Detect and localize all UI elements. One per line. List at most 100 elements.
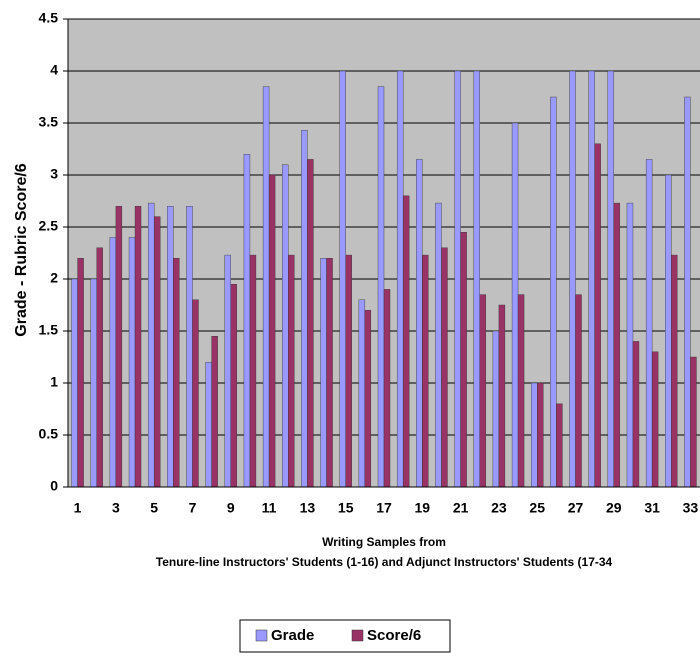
bar [186, 205, 193, 488]
y-tick-label: 3 [50, 166, 58, 182]
bar [460, 231, 467, 488]
bar [364, 310, 372, 488]
bar [556, 403, 563, 488]
legend-label: Grade [271, 627, 314, 644]
bar [109, 237, 117, 488]
x-tick-label: 11 [262, 500, 277, 516]
legend: Grade Score/6 [239, 619, 451, 653]
bar [665, 174, 672, 488]
bar [594, 143, 601, 488]
x-tick-label: 15 [338, 500, 354, 516]
x-tick-label: 23 [491, 500, 507, 516]
y-axis-title: Grade - Rubric Score/6 [13, 163, 30, 336]
bar [167, 205, 174, 488]
bar [282, 164, 289, 488]
x-tick-label: 17 [376, 500, 392, 516]
bar [192, 299, 199, 488]
bar [632, 341, 640, 488]
bar [211, 336, 218, 488]
bar [511, 122, 519, 488]
bar [645, 159, 653, 488]
bar [243, 153, 251, 488]
bar [153, 216, 161, 488]
y-tick-label: 2.5 [39, 218, 59, 234]
bar [671, 254, 678, 488]
bar [416, 159, 423, 488]
y-tick-label: 3.5 [39, 114, 59, 130]
bar [651, 351, 659, 488]
bar [498, 304, 506, 488]
bar [358, 299, 366, 488]
y-tick-label: 0.5 [39, 426, 59, 442]
bar [492, 330, 500, 488]
y-tick-label: 0 [50, 478, 58, 494]
bar [77, 258, 84, 488]
bar [422, 254, 429, 488]
bar [345, 254, 352, 488]
bar [307, 159, 314, 488]
legend-swatch [255, 629, 268, 642]
bar [402, 195, 410, 488]
bar [96, 247, 103, 488]
x-tick-label: 9 [227, 500, 235, 516]
bar [383, 289, 391, 488]
y-tick-label: 4 [50, 62, 58, 78]
bar [288, 254, 295, 488]
legend-box [239, 619, 451, 653]
bar [377, 86, 385, 488]
bar [531, 382, 538, 488]
bar [115, 205, 123, 488]
bar [613, 202, 621, 488]
y-tick-label: 2 [50, 270, 58, 286]
x-tick-label: 1 [74, 500, 82, 516]
bar [575, 294, 582, 488]
bar [71, 278, 78, 488]
bar [262, 86, 270, 488]
x-tick-label: 27 [568, 500, 584, 516]
bar [626, 202, 634, 488]
bar [537, 382, 544, 488]
bar [268, 174, 276, 488]
bar [134, 205, 142, 488]
bar [147, 202, 155, 488]
x-tick-label: 25 [529, 500, 545, 516]
x-axis-title: Tenure-line Instructors' Students (1-16)… [156, 555, 613, 569]
x-tick-label: 33 [683, 500, 699, 516]
bar [550, 96, 557, 488]
x-tick-label: 5 [150, 500, 158, 516]
x-tick-label: 21 [453, 500, 469, 516]
bar [684, 96, 691, 488]
bar [473, 70, 480, 488]
x-tick-label: 29 [606, 500, 622, 516]
bar [588, 70, 595, 488]
bar [173, 258, 180, 488]
x-axis-title: Writing Samples from [322, 535, 446, 549]
x-tick-label: 19 [415, 500, 431, 516]
legend-label: Score/6 [367, 627, 421, 644]
bar [441, 247, 448, 488]
bar [454, 70, 461, 488]
bar [301, 130, 308, 488]
y-tick-label: 4.5 [39, 10, 59, 26]
bar [326, 258, 333, 488]
x-tick-label: 31 [644, 500, 660, 516]
bar [230, 284, 237, 488]
bar [569, 70, 576, 488]
bar [517, 294, 525, 488]
bar [435, 202, 442, 488]
bar [479, 294, 486, 488]
bar [339, 70, 346, 488]
y-tick-label: 1.5 [39, 322, 59, 338]
bar [396, 70, 404, 488]
y-tick-label: 1 [50, 374, 58, 390]
bar [128, 237, 136, 488]
bar [90, 278, 97, 488]
legend-swatch [351, 629, 364, 642]
bar [320, 258, 327, 488]
bar [249, 254, 257, 488]
x-tick-label: 7 [189, 500, 197, 516]
x-tick-label: 3 [112, 500, 120, 516]
bar [205, 362, 212, 488]
